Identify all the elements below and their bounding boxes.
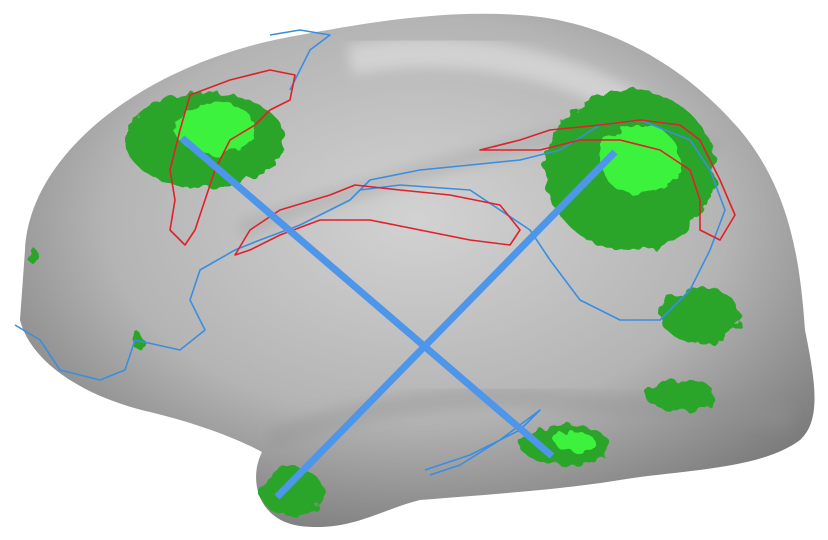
- gyrus-highlight: [347, 37, 648, 123]
- activation: [175, 102, 255, 154]
- contour: [424, 409, 541, 476]
- activation: [555, 432, 595, 452]
- cross-mark: [179, 135, 618, 500]
- cross-line: [274, 149, 618, 500]
- activation: [600, 125, 680, 195]
- cortex-surface: [20, 13, 815, 528]
- activation: [645, 379, 715, 411]
- contour: [14, 119, 726, 381]
- sulcus-shading: [266, 386, 794, 451]
- blue-contours: [14, 29, 726, 476]
- activation: [660, 287, 740, 343]
- cross-line: [179, 135, 555, 459]
- activation: [260, 468, 324, 516]
- contour: [479, 119, 736, 241]
- contour: [234, 184, 521, 256]
- contour: [269, 29, 331, 91]
- activation: [27, 247, 37, 263]
